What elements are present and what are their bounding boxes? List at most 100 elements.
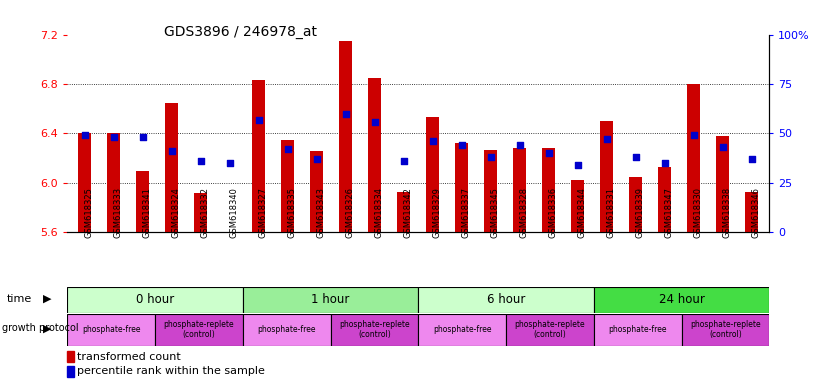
Point bbox=[542, 150, 555, 156]
Bar bbox=[513, 148, 526, 232]
Bar bbox=[165, 103, 178, 232]
Text: GSM618332: GSM618332 bbox=[201, 187, 209, 238]
Text: 6 hour: 6 hour bbox=[487, 293, 525, 306]
Text: 0 hour: 0 hour bbox=[136, 293, 174, 306]
Point bbox=[223, 160, 236, 166]
Bar bbox=[484, 149, 498, 232]
Bar bbox=[687, 84, 700, 232]
Bar bbox=[282, 140, 294, 232]
Bar bbox=[339, 41, 352, 232]
Bar bbox=[67, 314, 155, 346]
Bar bbox=[456, 143, 468, 232]
Point bbox=[687, 132, 700, 139]
Text: GSM618346: GSM618346 bbox=[752, 187, 761, 238]
Text: ▶: ▶ bbox=[43, 323, 51, 333]
Text: GSM618329: GSM618329 bbox=[433, 187, 442, 238]
Text: GSM618342: GSM618342 bbox=[404, 187, 413, 238]
Bar bbox=[310, 151, 323, 232]
Point bbox=[629, 154, 642, 160]
Bar bbox=[369, 78, 381, 232]
Point bbox=[282, 146, 295, 152]
Text: GSM618331: GSM618331 bbox=[607, 187, 616, 238]
Point bbox=[339, 111, 352, 117]
Text: growth protocol: growth protocol bbox=[2, 323, 79, 333]
Bar bbox=[252, 80, 265, 232]
Bar bbox=[67, 351, 74, 362]
Point bbox=[78, 132, 91, 139]
Bar bbox=[418, 287, 594, 313]
Text: phosphate-replete
(control): phosphate-replete (control) bbox=[339, 320, 410, 339]
Text: time: time bbox=[7, 294, 32, 304]
Text: phosphate-free: phosphate-free bbox=[608, 325, 667, 334]
Text: GSM618340: GSM618340 bbox=[230, 187, 239, 238]
Text: GSM618343: GSM618343 bbox=[317, 187, 326, 238]
Text: GSM618337: GSM618337 bbox=[461, 187, 470, 238]
Text: GSM618333: GSM618333 bbox=[114, 187, 122, 238]
Text: phosphate-replete
(control): phosphate-replete (control) bbox=[163, 320, 234, 339]
Text: 1 hour: 1 hour bbox=[311, 293, 350, 306]
Point bbox=[369, 119, 382, 125]
Text: GSM618339: GSM618339 bbox=[635, 187, 644, 238]
Bar bbox=[594, 287, 769, 313]
Text: GSM618334: GSM618334 bbox=[375, 187, 383, 238]
Point bbox=[397, 158, 410, 164]
Point bbox=[716, 144, 729, 151]
Text: GSM618326: GSM618326 bbox=[346, 187, 355, 238]
Bar bbox=[600, 121, 613, 232]
Bar bbox=[681, 314, 769, 346]
Text: phosphate-replete
(control): phosphate-replete (control) bbox=[690, 320, 761, 339]
Text: GSM618325: GSM618325 bbox=[85, 187, 94, 238]
Point bbox=[108, 134, 121, 141]
Text: GSM618345: GSM618345 bbox=[491, 187, 500, 238]
Text: ▶: ▶ bbox=[43, 294, 51, 304]
Point bbox=[513, 142, 526, 148]
Point bbox=[165, 148, 178, 154]
Point bbox=[484, 154, 498, 160]
Point bbox=[252, 116, 265, 122]
Text: phosphate-replete
(control): phosphate-replete (control) bbox=[515, 320, 585, 339]
Bar bbox=[108, 134, 120, 232]
Text: phosphate-free: phosphate-free bbox=[82, 325, 140, 334]
Point bbox=[571, 162, 585, 168]
Bar bbox=[426, 118, 439, 232]
Bar bbox=[658, 167, 672, 232]
Point bbox=[600, 136, 613, 142]
Bar bbox=[195, 193, 207, 232]
Text: GSM618330: GSM618330 bbox=[694, 187, 703, 238]
Text: transformed count: transformed count bbox=[76, 352, 181, 362]
Bar bbox=[571, 180, 585, 232]
Bar bbox=[155, 314, 243, 346]
Point bbox=[455, 142, 468, 148]
Text: phosphate-free: phosphate-free bbox=[433, 325, 492, 334]
Bar bbox=[594, 314, 681, 346]
Text: GSM618347: GSM618347 bbox=[665, 187, 674, 238]
Bar bbox=[630, 177, 642, 232]
Text: GSM618341: GSM618341 bbox=[143, 187, 152, 238]
Point bbox=[310, 156, 323, 162]
Bar bbox=[67, 366, 74, 377]
Text: 24 hour: 24 hour bbox=[658, 293, 704, 306]
Point bbox=[195, 158, 208, 164]
Text: GSM618335: GSM618335 bbox=[288, 187, 296, 238]
Bar bbox=[745, 192, 759, 232]
Bar bbox=[243, 314, 331, 346]
Text: GSM618327: GSM618327 bbox=[259, 187, 268, 238]
Text: phosphate-free: phosphate-free bbox=[258, 325, 316, 334]
Bar bbox=[418, 314, 506, 346]
Point bbox=[658, 160, 672, 166]
Bar bbox=[331, 314, 418, 346]
Text: GSM618338: GSM618338 bbox=[722, 187, 732, 238]
Bar bbox=[717, 136, 729, 232]
Text: percentile rank within the sample: percentile rank within the sample bbox=[76, 366, 264, 376]
Text: GSM618336: GSM618336 bbox=[548, 187, 557, 238]
Bar bbox=[136, 170, 149, 232]
Bar bbox=[543, 148, 555, 232]
Bar bbox=[67, 287, 243, 313]
Point bbox=[136, 134, 149, 141]
Text: GSM618324: GSM618324 bbox=[172, 187, 181, 238]
Text: GSM618328: GSM618328 bbox=[520, 187, 529, 238]
Text: GDS3896 / 246978_at: GDS3896 / 246978_at bbox=[164, 25, 317, 39]
Text: GSM618344: GSM618344 bbox=[578, 187, 587, 238]
Point bbox=[426, 138, 439, 144]
Bar bbox=[397, 192, 410, 232]
